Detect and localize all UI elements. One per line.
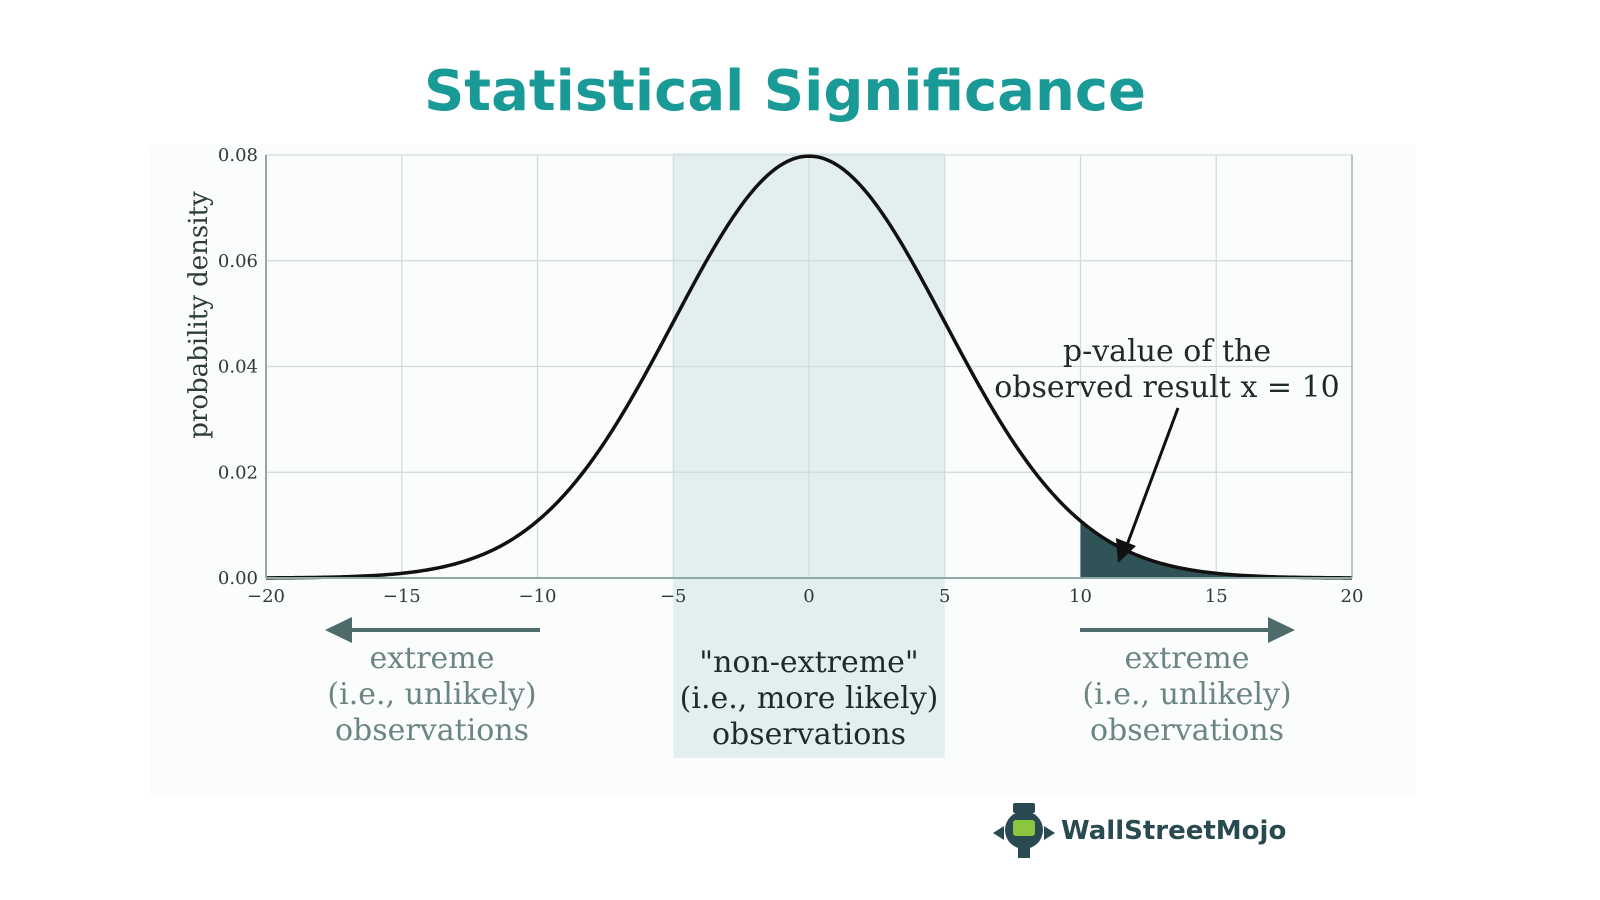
y-tick-labels: 0.00 0.02 0.04 0.06 0.08 bbox=[218, 145, 258, 589]
left-arrow-icon bbox=[325, 617, 540, 643]
y-axis-label: probability density bbox=[184, 191, 214, 439]
center-region-line-2: (i.e., more likely) bbox=[680, 681, 939, 716]
pvalue-tail-area bbox=[1080, 520, 1352, 578]
y-tick-label: 0.02 bbox=[218, 462, 258, 483]
pvalue-annotation-line-2: observed result x = 10 bbox=[994, 370, 1340, 405]
y-tick-label: 0.00 bbox=[218, 568, 258, 589]
density-curve bbox=[265, 154, 1353, 580]
x-tick-label: 5 bbox=[939, 586, 950, 607]
y-tick-label: 0.04 bbox=[218, 357, 258, 378]
right-region-line-2: (i.e., unlikely) bbox=[1082, 677, 1291, 712]
right-arrow-icon bbox=[1080, 617, 1295, 643]
grid bbox=[265, 154, 1353, 579]
axes bbox=[265, 155, 1353, 579]
brand-name: WallStreetMojo bbox=[1061, 816, 1286, 846]
x-tick-label: −5 bbox=[660, 586, 687, 607]
left-region-line-1: extreme bbox=[369, 641, 494, 676]
wallstreetmojo-logo-icon bbox=[993, 803, 1055, 858]
center-region-line-3: observations bbox=[712, 717, 906, 752]
pvalue-arrow-icon bbox=[1116, 407, 1180, 563]
right-region-line-1: extreme bbox=[1124, 641, 1249, 676]
x-tick-labels: −20 −15 −10 −5 0 5 10 15 20 bbox=[247, 586, 1363, 607]
x-tick-label: 0 bbox=[803, 586, 814, 607]
x-tick-label: −20 bbox=[247, 586, 285, 607]
x-tick-label: −15 bbox=[383, 586, 421, 607]
center-region-line-1: "non-extreme" bbox=[699, 645, 918, 680]
x-tick-label: 15 bbox=[1205, 586, 1228, 607]
pvalue-annotation-line-1: p-value of the bbox=[1063, 334, 1271, 369]
x-tick-label: −10 bbox=[519, 586, 557, 607]
chart-title: Statistical Significance bbox=[424, 59, 1146, 124]
tail-layer bbox=[1080, 520, 1352, 578]
y-tick-label: 0.08 bbox=[218, 145, 258, 166]
x-tick-label: 20 bbox=[1341, 586, 1364, 607]
left-region-line-2: (i.e., unlikely) bbox=[327, 677, 536, 712]
right-region-line-3: observations bbox=[1090, 713, 1284, 748]
y-tick-label: 0.06 bbox=[218, 251, 258, 272]
x-tick-label: 10 bbox=[1069, 586, 1092, 607]
curve-layer bbox=[265, 154, 1353, 580]
left-region-line-3: observations bbox=[335, 713, 529, 748]
